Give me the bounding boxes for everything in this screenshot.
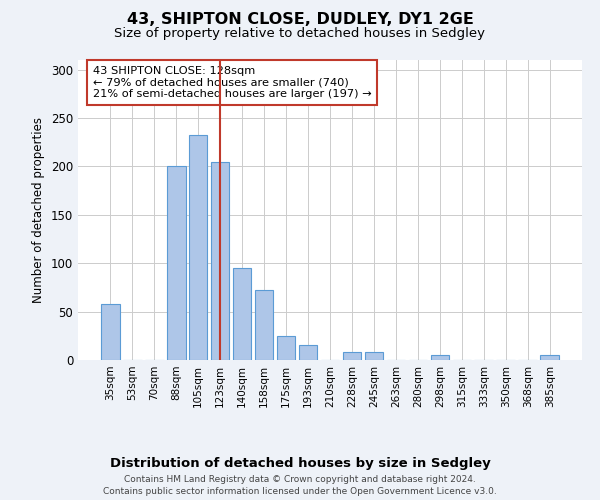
Bar: [233, 268, 251, 360]
Bar: [343, 352, 361, 360]
Bar: [167, 166, 185, 360]
Bar: [277, 336, 295, 360]
Bar: [365, 352, 383, 360]
Text: Distribution of detached houses by size in Sedgley: Distribution of detached houses by size …: [110, 456, 490, 469]
Text: 43 SHIPTON CLOSE: 128sqm
← 79% of detached houses are smaller (740)
21% of semi-: 43 SHIPTON CLOSE: 128sqm ← 79% of detach…: [93, 66, 372, 99]
Text: Size of property relative to detached houses in Sedgley: Size of property relative to detached ho…: [115, 28, 485, 40]
Bar: [299, 344, 317, 360]
Text: 43, SHIPTON CLOSE, DUDLEY, DY1 2GE: 43, SHIPTON CLOSE, DUDLEY, DY1 2GE: [127, 12, 473, 28]
Bar: [431, 355, 449, 360]
Text: Contains public sector information licensed under the Open Government Licence v3: Contains public sector information licen…: [103, 487, 497, 496]
Bar: [255, 290, 274, 360]
Bar: [541, 355, 559, 360]
Text: Contains HM Land Registry data © Crown copyright and database right 2024.: Contains HM Land Registry data © Crown c…: [124, 475, 476, 484]
Bar: [101, 304, 119, 360]
Y-axis label: Number of detached properties: Number of detached properties: [32, 117, 46, 303]
Bar: [211, 162, 229, 360]
Bar: [189, 134, 208, 360]
